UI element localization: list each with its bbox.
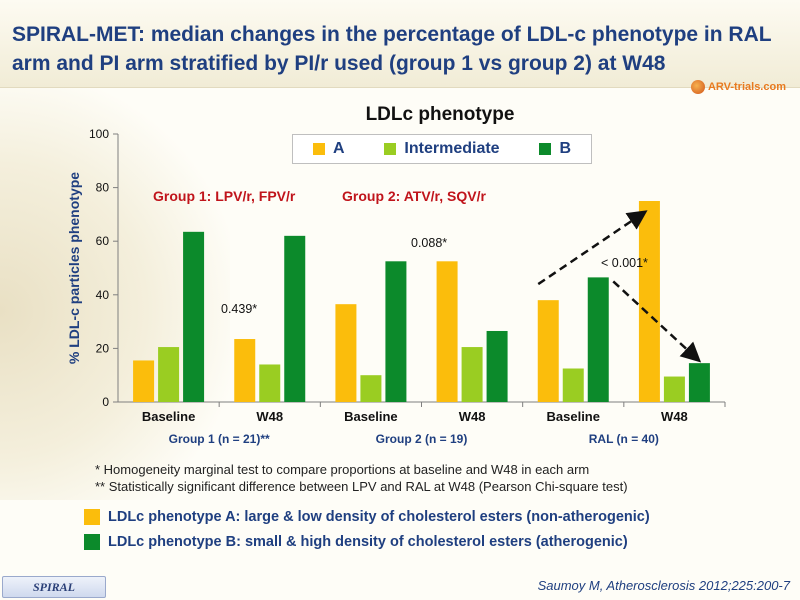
bar-a-5	[638, 201, 660, 402]
bar-intermediate-3	[461, 347, 483, 402]
bar-intermediate-4	[562, 368, 584, 402]
key-text-a: LDLc phenotype A: large & low density of…	[108, 509, 650, 525]
y-axis-label: % LDL-c particles phenotype	[66, 172, 82, 364]
legend-label-intermediate: Intermediate	[404, 140, 500, 157]
bar-b-1	[284, 235, 306, 402]
category-label-2: Baseline	[344, 409, 397, 424]
slide-title: SPIRAL-MET: median changes in the percen…	[12, 23, 772, 75]
key-phenotype-b: LDLc phenotype B: small & high density o…	[84, 534, 628, 550]
key-phenotype-a: LDLc phenotype A: large & low density of…	[84, 509, 650, 525]
bar-b-0	[183, 231, 205, 402]
p-value-ral: < 0.001*	[601, 256, 648, 270]
group1-drugs-label: Group 1: LPV/r, FPV/r	[153, 188, 296, 204]
category-label-1: W48	[256, 409, 283, 424]
p-value-group1: 0.439*	[221, 302, 257, 316]
legend-item-a: A	[312, 140, 345, 158]
citation: Saumoy M, Atherosclerosis 2012;225:200-7	[537, 578, 790, 593]
group2-drugs-label: Group 2: ATV/r, SQV/r	[342, 188, 486, 204]
bar-a-3	[436, 261, 458, 402]
bar-intermediate-1	[259, 364, 281, 402]
group-label-2: RAL (n = 40)	[589, 432, 659, 446]
bar-b-4	[587, 277, 609, 402]
bar-b-2	[385, 261, 407, 402]
bar-a-2	[335, 304, 357, 402]
bar-intermediate-0	[158, 347, 180, 402]
legend-item-b: B	[539, 140, 571, 158]
key-text-b: LDLc phenotype B: small & high density o…	[108, 534, 628, 550]
chart-title: LDLc phenotype	[365, 104, 515, 125]
chart-legend: A Intermediate B	[292, 134, 592, 164]
category-label-4: Baseline	[547, 409, 600, 424]
brand-logo: ARV-trials.com	[690, 79, 786, 95]
y-tick-label-1: 20	[96, 341, 110, 355]
legend-label-a: A	[332, 140, 345, 157]
key-swatch-a	[84, 509, 100, 525]
bar-a-4	[537, 300, 559, 402]
brand-mark-icon	[690, 80, 705, 94]
y-tick-label-0: 0	[102, 395, 109, 409]
key-swatch-b	[84, 534, 100, 550]
bar-intermediate-5	[663, 376, 685, 402]
bar-b-5	[688, 363, 710, 402]
category-label-0: Baseline	[142, 409, 195, 424]
y-tick-label-3: 60	[96, 234, 110, 248]
group-label-1: Group 2 (n = 19)	[376, 432, 468, 446]
legend-swatch-b	[539, 143, 552, 155]
y-tick-label-2: 40	[96, 288, 110, 302]
footnote-1: * Homogeneity marginal test to compare p…	[95, 462, 590, 477]
bar-b-3	[486, 330, 508, 402]
group-label-0: Group 1 (n = 21)**	[169, 432, 270, 446]
slide-header: SPIRAL-MET: median changes in the percen…	[0, 0, 800, 88]
bar-intermediate-2	[360, 375, 382, 402]
footnote-2: ** Statistically significant difference …	[95, 479, 628, 494]
legend-swatch-a	[312, 143, 325, 155]
bar-a-1	[234, 339, 256, 402]
bar-a-0	[133, 360, 155, 402]
legend-item-intermediate: Intermediate	[384, 140, 500, 158]
legend-label-b: B	[559, 140, 572, 157]
y-tick-label-5: 100	[89, 127, 109, 141]
study-badge: SPIRAL	[2, 576, 106, 598]
brand-text: ARV-trials.com	[707, 81, 786, 93]
p-value-group2: 0.088*	[411, 236, 447, 250]
arrow-decrease-b	[612, 280, 702, 363]
arrow-increase-a	[537, 210, 648, 286]
category-label-3: W48	[459, 409, 486, 424]
legend-swatch-intermediate	[384, 143, 397, 155]
category-label-5: W48	[661, 409, 688, 424]
y-tick-label-4: 80	[96, 181, 110, 195]
